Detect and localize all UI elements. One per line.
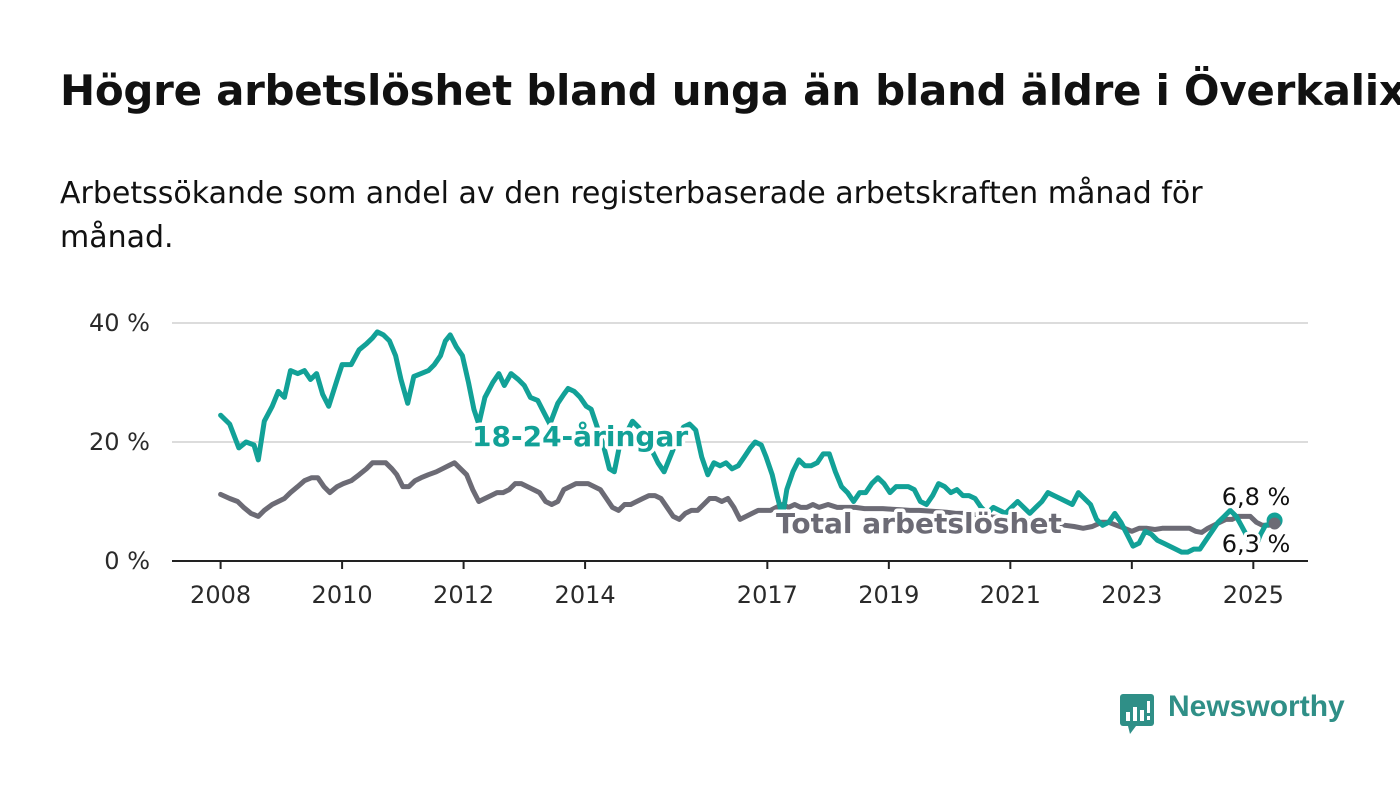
newsworthy-logo-icon [1120, 694, 1154, 734]
x-tick-label: 2010 [312, 581, 373, 609]
brand-logo: Newsworthy [1118, 690, 1345, 736]
x-tick-label: 2025 [1223, 581, 1284, 609]
x-tick-label: 2008 [190, 581, 251, 609]
brand-name: Newsworthy [1168, 690, 1345, 723]
x-tick-label: 2023 [1101, 581, 1162, 609]
x-tick-label: 2019 [858, 581, 919, 609]
series-line-total [218, 460, 1278, 535]
end-label-youth: 6,8 % [1222, 483, 1291, 511]
x-tick-label: 2012 [433, 581, 494, 609]
series-label-total: Total arbetslöshet [776, 507, 1062, 540]
gridlines [172, 322, 1308, 443]
end-label-total: 6,3 % [1222, 530, 1291, 558]
series-label-youth: 18-24-åringar [472, 420, 688, 453]
end-point-total [1268, 517, 1281, 530]
x-tick-label: 2017 [737, 581, 798, 609]
series-line-youth [218, 329, 1278, 555]
x-tick-label: 2014 [555, 581, 616, 609]
y-tick-label: 0 % [104, 547, 150, 575]
x-axis: 2008 2010 2012 2014 2017 2019 2021 2023 2025 [172, 560, 1308, 609]
y-axis: 0 % 20 % 40 % [89, 309, 150, 575]
series-labels: 18-24-åringar Total arbetslöshet 6,8 % 6,3 … [469, 417, 1294, 562]
y-tick-label: 40 % [89, 309, 150, 337]
chart-title: Högre arbetslöshet bland unga än bland ä… [60, 66, 1400, 115]
x-tick-label: 2021 [980, 581, 1041, 609]
series-lines [218, 329, 1283, 555]
chart-subtitle: Arbetssökande som andel av den registerb… [60, 176, 1203, 255]
y-tick-label: 20 % [89, 428, 150, 456]
